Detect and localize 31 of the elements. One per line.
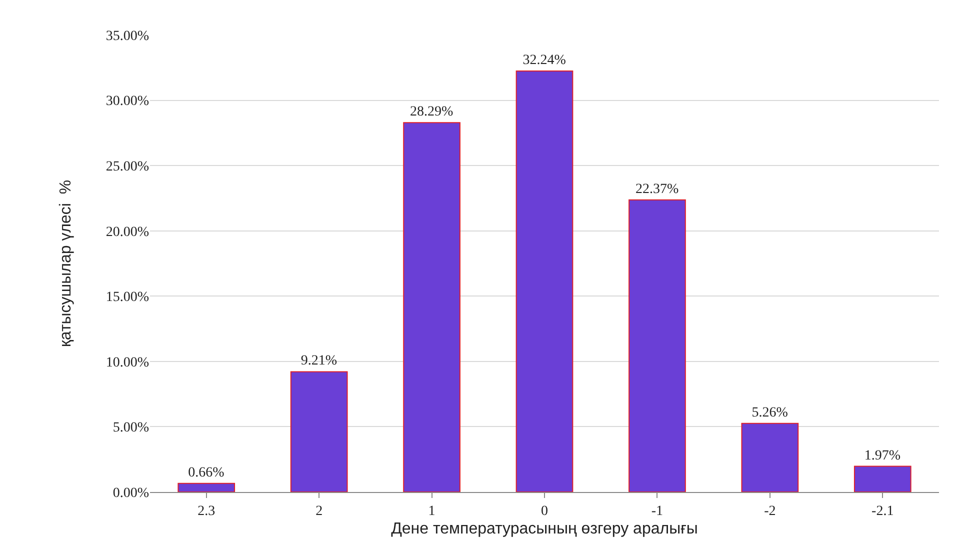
- x-tick-label: -1: [651, 504, 664, 519]
- x-tick-label: 1: [428, 504, 436, 519]
- y-tick-label: 10.00%: [106, 355, 150, 370]
- y-tick-label: 25.00%: [106, 159, 150, 174]
- bar: [178, 482, 236, 492]
- bar: [290, 371, 348, 492]
- bar: [628, 199, 686, 492]
- data-label: 9.21%: [300, 354, 338, 369]
- x-tick-label: 2.3: [198, 504, 216, 519]
- y-tick-label: 0.00%: [112, 486, 150, 501]
- data-label: 5.26%: [752, 405, 788, 420]
- data-label: 1.97%: [864, 448, 901, 464]
- bar: [741, 422, 799, 492]
- y-tick-label: 35.00%: [106, 28, 150, 44]
- y-tick-label: 15.00%: [106, 290, 150, 306]
- y-tick-label: 5.00%: [112, 420, 150, 436]
- bar: [516, 70, 574, 492]
- x-tick-label: 0: [541, 504, 548, 519]
- data-label: 28.29%: [410, 104, 454, 120]
- data-label: 0.66%: [188, 465, 225, 480]
- y-axis-title: қатысушылар үлесі %: [58, 180, 75, 348]
- data-label: 22.37%: [635, 182, 679, 197]
- bar: [854, 466, 912, 492]
- y-tick-label: 20.00%: [106, 224, 150, 240]
- x-tick-label: -2.1: [872, 504, 894, 519]
- x-tick-label: -2: [764, 504, 776, 519]
- x-axis-title: Дене температурасының өзгеру аралығы: [391, 520, 698, 538]
- data-label: 32.24%: [522, 53, 566, 68]
- bar: [403, 122, 460, 492]
- x-tick-label: 2: [316, 504, 323, 519]
- y-tick-label: 30.00%: [106, 94, 150, 110]
